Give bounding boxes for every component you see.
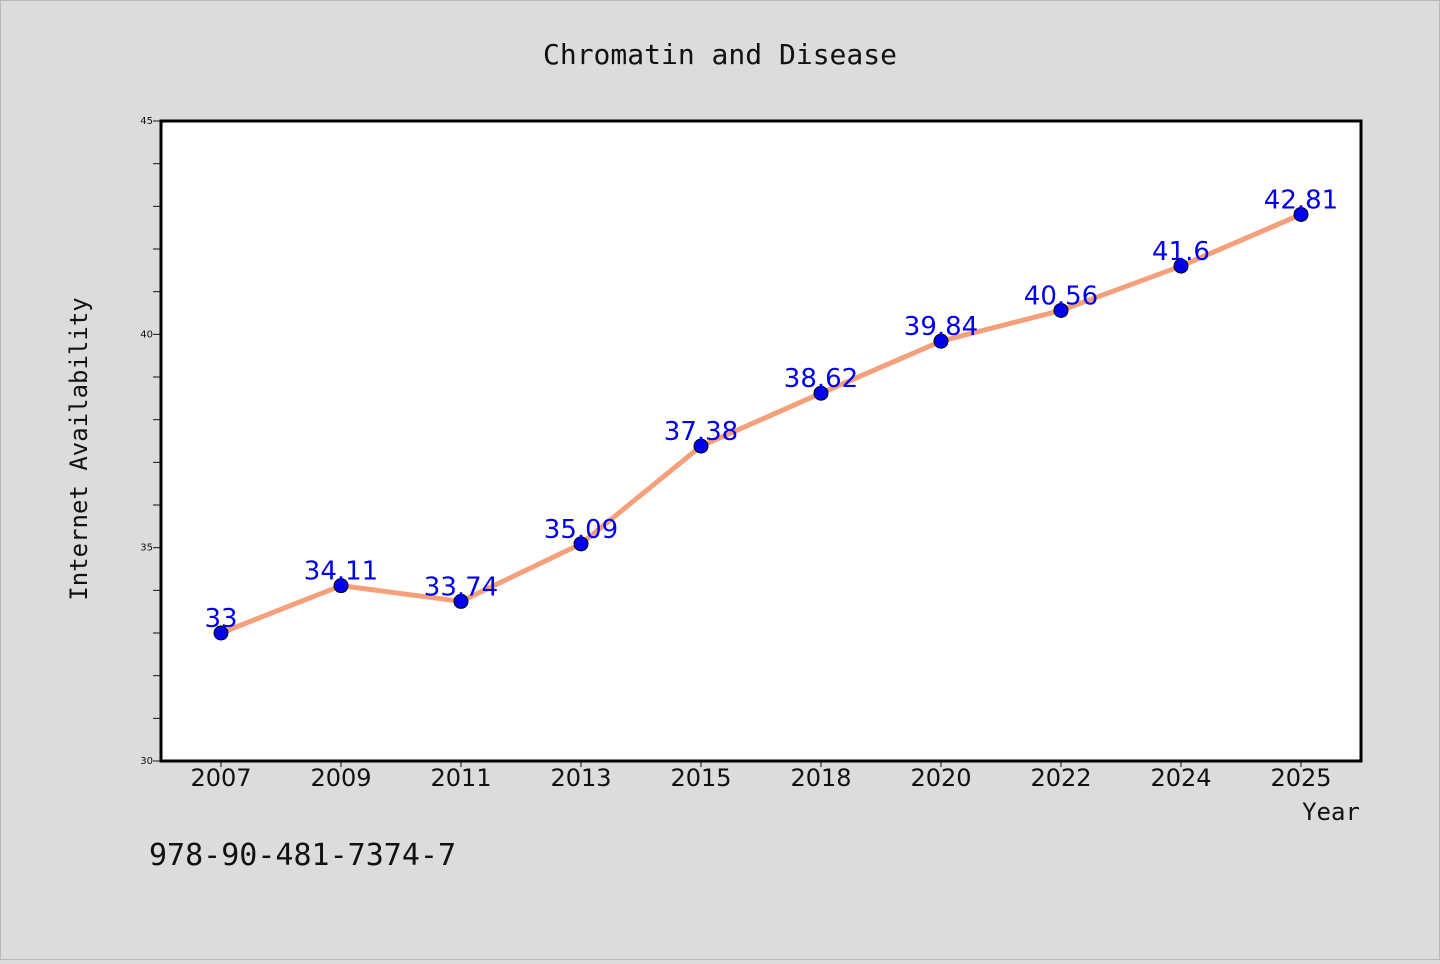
x-tick-label: 2009 xyxy=(310,764,371,792)
y-tick-label: 35 xyxy=(140,543,153,554)
x-ticks: 2007 2009 2011 2013 2015 2018 2020 2022 2024 2025 xyxy=(190,761,1332,792)
data-label: 42.81 xyxy=(1264,185,1338,215)
y-axis-label: Internet Availability xyxy=(65,297,93,600)
x-axis-label: Year xyxy=(1302,798,1360,826)
y-tick-label: 30 xyxy=(140,756,153,767)
data-point xyxy=(933,333,949,349)
plot-area xyxy=(161,121,1361,761)
series-labels-group: 33 34.11 33.74 35.09 37.38 38.62 39.84 40.56 41.… xyxy=(204,185,1338,634)
data-point xyxy=(1053,302,1069,318)
series-line-group xyxy=(218,211,1304,636)
data-point xyxy=(813,385,829,401)
data-label: 39.84 xyxy=(904,312,978,342)
x-tick-label: 2015 xyxy=(670,764,731,792)
y-major-ticks: 30 35 40 45 xyxy=(140,116,161,767)
data-point xyxy=(213,625,229,641)
x-tick-label: 2025 xyxy=(1270,764,1331,792)
chart-title: Chromatin and Disease xyxy=(543,38,897,71)
data-label: 41.6 xyxy=(1152,237,1210,267)
x-tick-label: 2013 xyxy=(550,764,611,792)
data-point xyxy=(1293,206,1309,222)
x-tick-label: 2020 xyxy=(910,764,971,792)
y-tick-label: 40 xyxy=(140,329,153,340)
x-tick-label: 2011 xyxy=(430,764,491,792)
x-tick-label: 2024 xyxy=(1150,764,1211,792)
plot-frame xyxy=(159,119,1363,763)
footer-code: 978-90-481-7374-7 xyxy=(149,838,456,873)
data-label: 35.09 xyxy=(544,515,618,545)
y-tick-label: 45 xyxy=(140,116,153,127)
data-label: 40.56 xyxy=(1024,281,1098,311)
data-point xyxy=(333,578,349,594)
data-point xyxy=(453,593,469,609)
data-label: 38.62 xyxy=(784,364,858,394)
x-tick-label: 2007 xyxy=(190,764,251,792)
data-label: 34.11 xyxy=(304,557,378,587)
series-line xyxy=(218,211,1304,636)
data-point xyxy=(1173,258,1189,274)
data-label: 37.38 xyxy=(664,417,738,447)
x-tick-label: 2018 xyxy=(790,764,851,792)
data-label: 33 xyxy=(204,604,237,634)
data-point xyxy=(573,536,589,552)
data-label: 33.74 xyxy=(424,572,498,602)
series-points-group xyxy=(213,206,1309,641)
x-tick-label: 2022 xyxy=(1030,764,1091,792)
data-point xyxy=(693,438,709,454)
